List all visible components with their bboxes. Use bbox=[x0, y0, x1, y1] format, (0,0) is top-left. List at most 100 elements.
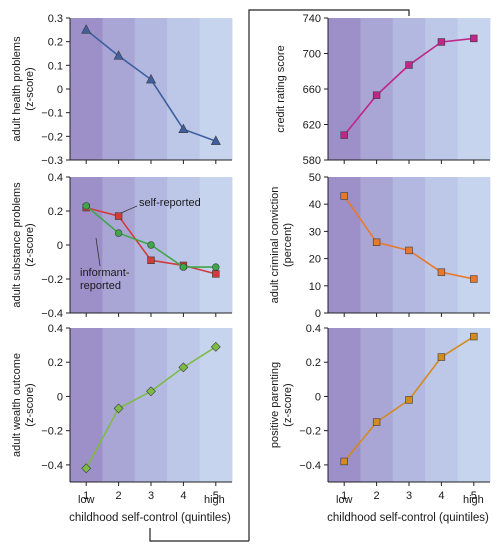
y-tick-label: 0.3 bbox=[48, 13, 63, 25]
y-tick-label: 40 bbox=[309, 199, 321, 211]
band-2 bbox=[360, 18, 394, 160]
data-point bbox=[372, 418, 381, 426]
band-3 bbox=[392, 177, 426, 313]
data-point bbox=[372, 238, 381, 246]
x-tick-label: 2 bbox=[374, 490, 380, 502]
y-tick-label: 0.4 bbox=[48, 323, 63, 335]
data-point bbox=[147, 256, 155, 264]
data-point bbox=[212, 263, 220, 271]
data-point bbox=[212, 270, 220, 278]
y-axis-label: adult criminal conviction(percent) bbox=[269, 187, 294, 304]
annotation-label: self-reported bbox=[139, 197, 201, 209]
data-point bbox=[470, 332, 478, 341]
y-tick-label: −0.4 bbox=[41, 308, 63, 320]
x-tick-label: 2 bbox=[116, 490, 122, 502]
y-tick-label: 700 bbox=[303, 49, 321, 61]
data-point bbox=[405, 246, 413, 255]
data-point bbox=[210, 341, 221, 352]
y-tick-label: 10 bbox=[309, 281, 321, 293]
y-tick-label: 20 bbox=[309, 254, 321, 266]
y-tick-label: −0.2 bbox=[41, 131, 63, 143]
band-5 bbox=[457, 328, 491, 482]
data-point bbox=[81, 24, 92, 34]
data-point bbox=[437, 353, 446, 361]
y-tick-label: 0.2 bbox=[48, 357, 63, 369]
band-5 bbox=[457, 177, 491, 313]
y-tick-label: 0 bbox=[315, 391, 321, 403]
y-tick-label: −0.2 bbox=[41, 426, 63, 438]
band-4 bbox=[167, 177, 200, 313]
data-point bbox=[405, 396, 413, 404]
x-tick-label: 3 bbox=[148, 490, 154, 502]
data-point bbox=[210, 135, 221, 145]
data-point bbox=[405, 61, 413, 69]
y-axis-label: adult wealth outcome(z-score) bbox=[11, 353, 36, 457]
data-point bbox=[179, 263, 188, 271]
y-tick-label: 660 bbox=[303, 84, 321, 96]
y-tick-label: 50 bbox=[309, 172, 321, 184]
band-4 bbox=[425, 328, 458, 482]
panel-credit: 580 620 660 700 740 credit rating score bbox=[275, 13, 491, 167]
low-label: low bbox=[78, 494, 95, 506]
band-2 bbox=[360, 328, 394, 482]
band-2 bbox=[102, 177, 136, 313]
y-axis-label: credit rating score bbox=[275, 45, 287, 132]
data-point bbox=[146, 386, 156, 397]
data-point bbox=[372, 91, 381, 99]
annotation-label: informant-reported bbox=[80, 267, 130, 292]
annotation-leader bbox=[95, 237, 101, 267]
x-axis-title: childhood self-control (quintiles) bbox=[69, 512, 231, 524]
data-point bbox=[470, 34, 478, 43]
x-tick-label: 1 bbox=[341, 490, 347, 502]
y-tick-label: 30 bbox=[309, 226, 321, 238]
panel-health: −0.3 −0.2 −0.1 0 0.1 0.2 0.3 adult health probl… bbox=[11, 13, 233, 167]
band-3 bbox=[392, 328, 426, 482]
x-tick-label: 4 bbox=[438, 490, 444, 502]
y-tick-label: 580 bbox=[303, 155, 321, 167]
band-3 bbox=[134, 18, 168, 160]
band-1 bbox=[70, 177, 103, 313]
y-axis-label: adult substance problems(z-score) bbox=[11, 182, 36, 308]
data-point bbox=[340, 192, 348, 200]
band-1 bbox=[328, 328, 361, 482]
panel-wealth: −0.4 −0.2 0 0.2 0.4 1 2 3 4 5 adult wealth outcome… bbox=[11, 323, 233, 502]
data-point bbox=[340, 457, 348, 466]
band-4 bbox=[167, 328, 200, 482]
y-axis-label: adult health problems(z-score) bbox=[11, 36, 36, 142]
high-label-right: high bbox=[463, 494, 484, 506]
x-tick-label: 5 bbox=[471, 490, 477, 502]
x-tick-label: 3 bbox=[406, 490, 412, 502]
band-1 bbox=[70, 18, 103, 160]
data-point bbox=[470, 275, 478, 283]
data-point bbox=[437, 268, 446, 276]
connector-bottom bbox=[149, 528, 249, 542]
band-4 bbox=[167, 18, 200, 160]
y-tick-label: −0.2 bbox=[41, 274, 63, 286]
data-point bbox=[178, 362, 189, 373]
band-3 bbox=[134, 328, 168, 482]
data-point bbox=[113, 50, 124, 60]
data-point bbox=[114, 229, 123, 237]
data-point bbox=[82, 202, 90, 210]
y-tick-label: −0.3 bbox=[41, 155, 63, 167]
data-point bbox=[81, 463, 92, 474]
y-tick-label: −0.4 bbox=[299, 460, 321, 472]
panels-group: −0.3 −0.2 −0.1 0 0.1 0.2 0.3 adult health probl… bbox=[11, 13, 491, 542]
y-tick-label: 0.1 bbox=[48, 60, 63, 72]
y-tick-label: 0 bbox=[57, 84, 63, 96]
band-1 bbox=[70, 328, 103, 482]
high-label: high bbox=[204, 494, 225, 506]
x-tick-label: 1 bbox=[83, 490, 89, 502]
y-tick-label: 0.4 bbox=[48, 172, 63, 184]
connector-line bbox=[248, 9, 410, 541]
x-tick-label: 5 bbox=[213, 490, 219, 502]
panel-substance: −0.4 −0.2 0 0.2 0.4 adult substance problems(… bbox=[11, 172, 233, 320]
y-tick-label: 0.4 bbox=[306, 323, 321, 335]
y-tick-label: −0.4 bbox=[41, 460, 63, 472]
y-tick-label: 0.2 bbox=[48, 37, 63, 49]
y-tick-label: 0 bbox=[57, 391, 63, 403]
y-tick-label: 740 bbox=[303, 13, 321, 25]
low-label-right: low bbox=[336, 494, 353, 506]
y-tick-label: 0.2 bbox=[306, 357, 321, 369]
